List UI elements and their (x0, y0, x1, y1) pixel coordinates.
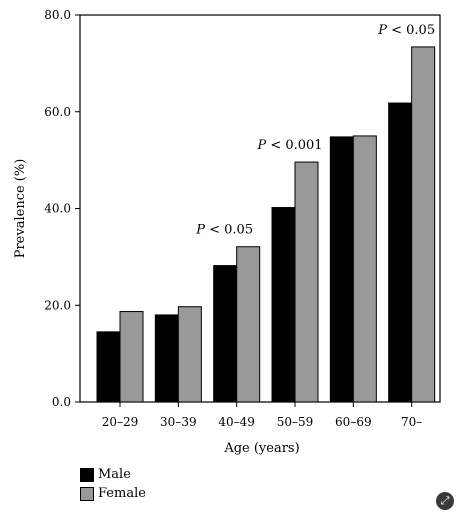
share-icon[interactable]: ⤢ (436, 492, 454, 510)
x-tick-label: 60–69 (335, 415, 372, 429)
legend-swatch-female (80, 486, 94, 501)
bar-male (213, 265, 238, 403)
bar-female (177, 306, 202, 403)
x-tick-label: 50–59 (277, 415, 314, 429)
y-tick-label: 0.0 (52, 395, 71, 409)
bar-male (388, 102, 413, 403)
significance-label: P < 0.001 (256, 138, 322, 153)
x-tick-label: 70– (401, 415, 422, 429)
legend-label-male: Male (98, 467, 131, 482)
bar-female (352, 135, 377, 403)
x-tick-label: 30–39 (160, 415, 197, 429)
x-tick-label: 40–49 (218, 415, 255, 429)
y-tick-label: 60.0 (44, 105, 71, 119)
y-axis-label: Prevalence (%) (13, 159, 28, 259)
legend-item-female: Female (80, 484, 146, 503)
bar-female (294, 161, 319, 403)
bar-female (411, 46, 436, 403)
legend-swatch-male (80, 467, 94, 482)
y-tick-label: 40.0 (44, 202, 71, 216)
bar-female (236, 246, 261, 403)
y-tick-label: 80.0 (44, 8, 71, 22)
legend-label-female: Female (98, 486, 146, 501)
legend-item-male: Male (80, 465, 146, 484)
x-axis-label: Age (years) (223, 441, 299, 456)
significance-label: P < 0.05 (195, 223, 253, 238)
plot-area: 0.0 20.0 40.0 60.0 80.0 20–29 30–39 40–49 50–59 6… (13, 8, 441, 456)
bar-male (154, 314, 179, 403)
bar-male (271, 207, 296, 403)
bar-female (119, 311, 144, 403)
y-tick-label: 20.0 (44, 298, 71, 312)
significance-label: P < 0.05 (377, 23, 435, 38)
bar-male (329, 136, 354, 403)
x-tick-label: 20–29 (102, 415, 139, 429)
bar-male (96, 331, 121, 403)
legend: Male Female (80, 465, 146, 503)
